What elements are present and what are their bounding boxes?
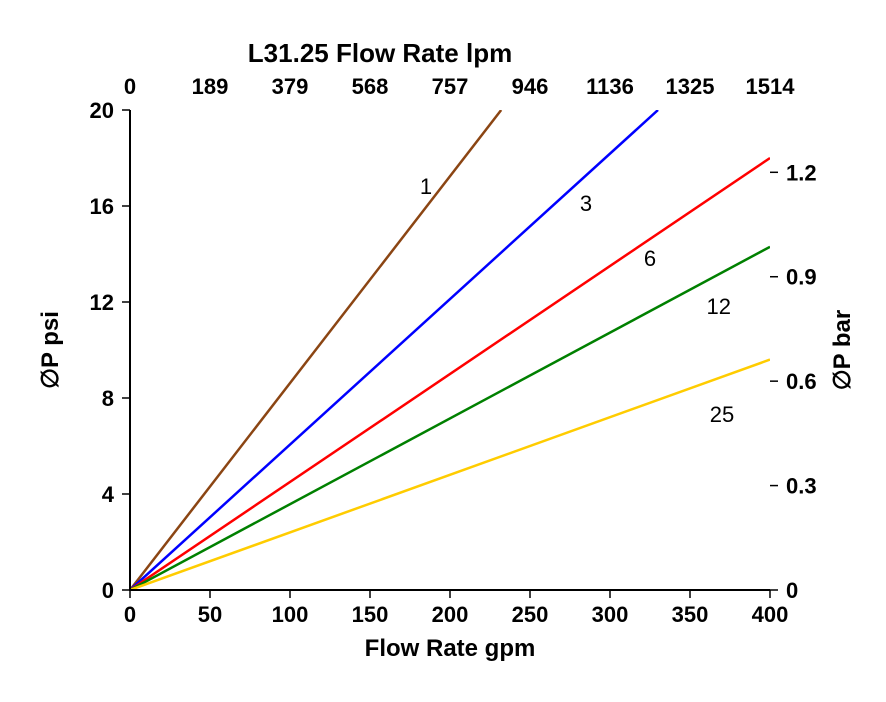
x-top-tick-label: 379 xyxy=(272,74,309,99)
series-label: 3 xyxy=(580,191,592,216)
x-top-tick-label: 1325 xyxy=(666,74,715,99)
series-label: 12 xyxy=(707,294,731,319)
x-bottom-tick-label: 250 xyxy=(512,602,549,627)
y-left-axis-label: ∅P psi xyxy=(37,311,64,389)
x-top-tick-label: 757 xyxy=(432,74,469,99)
x-top-tick-label: 946 xyxy=(512,74,549,99)
y-left-tick-label: 16 xyxy=(90,194,114,219)
x-bottom-tick-label: 400 xyxy=(752,602,789,627)
y-right-axis-label: ∅P bar xyxy=(829,310,856,391)
x-bottom-tick-label: 0 xyxy=(124,602,136,627)
y-right-tick-label: 0 xyxy=(786,578,798,603)
x-top-tick-label: 1136 xyxy=(586,74,634,99)
y-left-tick-label: 20 xyxy=(90,98,114,123)
series-label: 1 xyxy=(420,174,432,199)
x-top-tick-label: 189 xyxy=(192,74,229,99)
x-top-tick-label: 0 xyxy=(124,74,136,99)
x-top-tick-label: 1514 xyxy=(746,74,796,99)
chart-title: L31.25 Flow Rate lpm xyxy=(248,38,512,68)
y-left-tick-label: 4 xyxy=(102,482,115,507)
x-bottom-tick-label: 350 xyxy=(672,602,709,627)
chart-svg: 050100150200250300350400Flow Rate gpm018… xyxy=(0,0,886,702)
x-bottom-tick-label: 300 xyxy=(592,602,629,627)
x-bottom-tick-label: 150 xyxy=(352,602,389,627)
y-right-tick-label: 1.2 xyxy=(786,160,817,185)
x-bottom-tick-label: 100 xyxy=(272,602,309,627)
x-bottom-tick-label: 50 xyxy=(198,602,222,627)
y-right-tick-label: 0.9 xyxy=(786,265,817,290)
flow-rate-chart: 050100150200250300350400Flow Rate gpm018… xyxy=(0,0,886,702)
series-label: 6 xyxy=(644,246,656,271)
x-bottom-axis-label: Flow Rate gpm xyxy=(365,635,536,662)
series-label: 25 xyxy=(710,402,734,427)
y-left-tick-label: 0 xyxy=(102,578,114,603)
y-left-tick-label: 12 xyxy=(90,290,114,315)
y-left-tick-label: 8 xyxy=(102,386,114,411)
y-right-tick-label: 0.3 xyxy=(786,474,817,499)
y-right-tick-label: 0.6 xyxy=(786,369,817,394)
x-bottom-tick-label: 200 xyxy=(432,602,469,627)
x-top-tick-label: 568 xyxy=(352,74,389,99)
